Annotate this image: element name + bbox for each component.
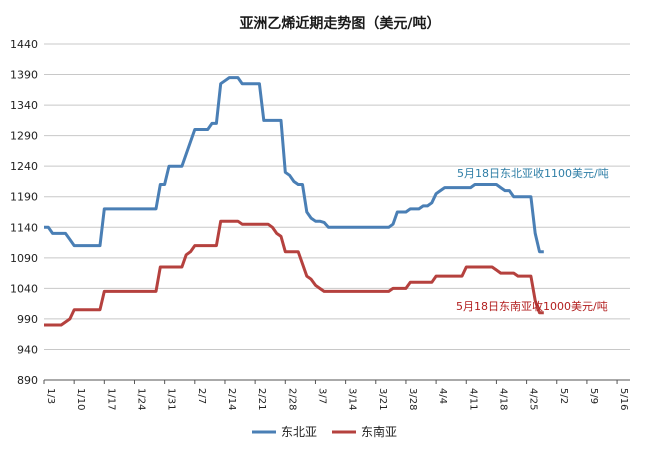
- legend: 东北亚 东南亚: [252, 424, 397, 439]
- x-tick-label: 1/24: [135, 388, 146, 410]
- series-line-0: [44, 76, 544, 254]
- x-tick-label: 2/21: [256, 388, 267, 410]
- x-tick-label: 2/28: [286, 388, 297, 410]
- x-tick-label: 5/9: [588, 388, 599, 404]
- x-tick-label: 4/4: [437, 388, 448, 404]
- y-tick-label: 1040: [10, 282, 38, 295]
- x-tick-label: 2/14: [226, 388, 237, 410]
- x-tick-label: 3/28: [407, 388, 418, 410]
- x-tick-label: 5/2: [558, 388, 569, 404]
- x-tick-label: 5/16: [618, 388, 629, 410]
- x-tick-label: 4/11: [467, 388, 478, 410]
- y-tick-label: 1340: [10, 99, 38, 112]
- legend-label-southeast: 东南亚: [361, 424, 397, 439]
- y-tick-label: 1390: [10, 69, 38, 82]
- grid-lines: [44, 43, 630, 381]
- series-line-1: [44, 219, 544, 327]
- x-tick-label: 4/25: [528, 388, 539, 410]
- y-tick-label: 940: [17, 343, 38, 356]
- y-tick-label: 1240: [10, 160, 38, 173]
- x-tick-label: 1/3: [45, 388, 56, 404]
- annotation-northeast: 5月18日东北亚收1100美元/吨: [457, 166, 609, 180]
- y-tick-label: 1140: [10, 221, 38, 234]
- chart-title: 亚洲乙烯近期走势图（美元/吨）: [239, 15, 440, 32]
- x-tick-label: 3/14: [347, 388, 358, 410]
- x-tick-label: 3/21: [377, 388, 388, 410]
- x-tick-label: 1/10: [75, 388, 86, 410]
- y-tick-label: 890: [17, 374, 38, 387]
- y-tick-label: 1440: [10, 38, 38, 51]
- y-tick-label: 1190: [10, 191, 38, 204]
- y-tick-label: 990: [17, 313, 38, 326]
- x-tick-label: 4/18: [497, 388, 508, 410]
- y-tick-label: 1290: [10, 130, 38, 143]
- x-tick-label: 3/7: [316, 388, 327, 404]
- annotation-southeast: 5月18日东南亚收1000美元/吨: [456, 299, 608, 313]
- x-tick-label: 1/31: [166, 388, 177, 410]
- y-tick-label: 1090: [10, 252, 38, 265]
- x-tick-label: 1/17: [105, 388, 116, 410]
- legend-label-northeast: 东北亚: [281, 425, 317, 439]
- x-axis: 1/3 1/10 1/17 1/24 1/31 2/7 2/14 2/21 2/28 3/7 3/1…: [43, 380, 629, 410]
- series-lines: [44, 76, 544, 327]
- x-tick-label: 2/7: [196, 388, 207, 404]
- y-axis: 890 940 990 1040 1090 1140 1190 1240 1290 1340 139…: [10, 38, 38, 387]
